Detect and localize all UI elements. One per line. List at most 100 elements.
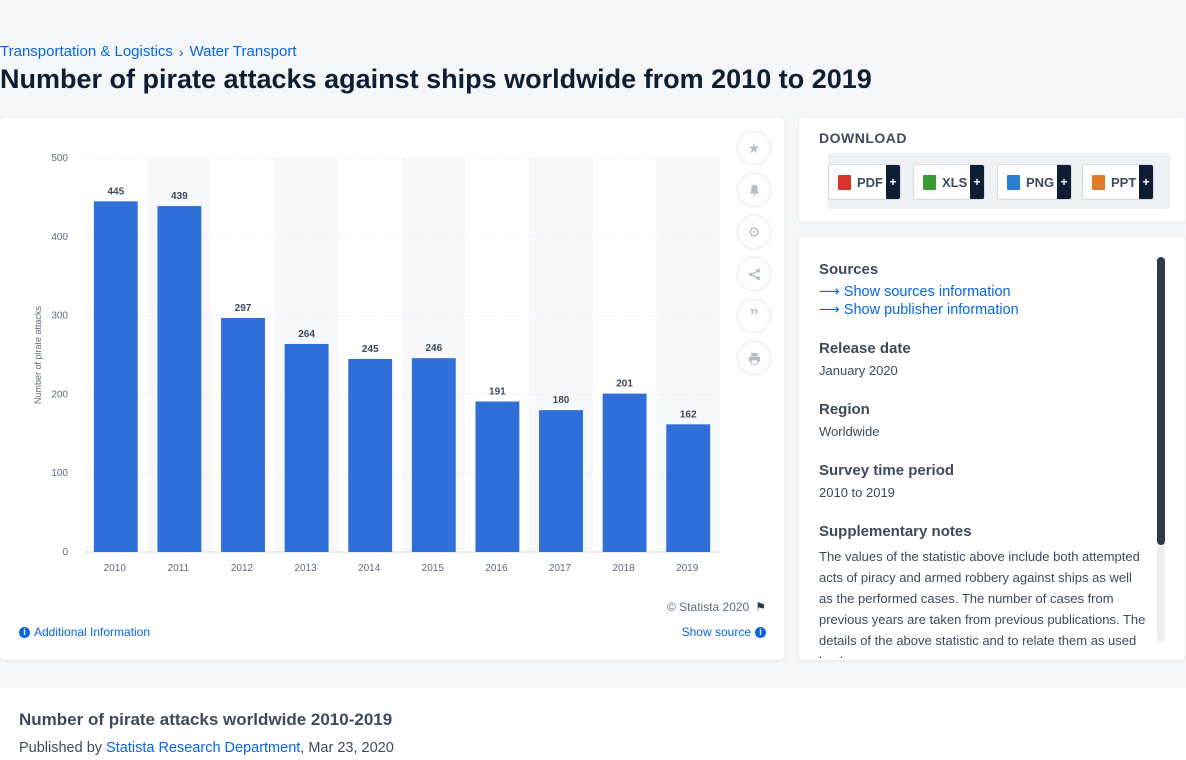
bar [284, 343, 329, 552]
plus-icon: + [886, 165, 900, 199]
plus-icon: + [1139, 165, 1153, 199]
copyright: © Statista 2020 ⚑ [667, 600, 766, 614]
print-icon[interactable] [738, 342, 770, 374]
bar-value-label: 245 [362, 344, 379, 355]
chart-card: 0 100 200 300 400 500 445 439 297 264 245 246 191 18… [0, 118, 784, 660]
pdf-file-icon [838, 174, 851, 190]
breadcrumb-separator: › [178, 43, 184, 60]
copyright-text: © Statista 2020 [667, 600, 750, 614]
page-title: Number of pirate attacks against ships w… [0, 64, 872, 94]
star-icon[interactable]: ★ [738, 132, 770, 164]
show-source-link[interactable]: Show source i [682, 625, 766, 639]
sources-heading: Sources [819, 261, 879, 278]
breadcrumb-parent-link[interactable]: Transportation & Logistics [0, 43, 173, 60]
show-publisher-label: Show publisher information [843, 302, 1019, 318]
x-tick-label: 2015 [422, 563, 445, 574]
bar [411, 358, 456, 552]
y-tick-label: 400 [51, 232, 68, 243]
bar-chart: 0 100 200 300 400 500 445 439 297 264 245 246 191 18… [33, 153, 720, 574]
download-png-label: PNG [1026, 174, 1055, 190]
download-card: DOWNLOAD PDF + XLS + PNG + PPT + [799, 118, 1185, 222]
plus-icon: + [970, 165, 984, 199]
xls-file-icon [923, 174, 936, 190]
png-file-icon [1007, 174, 1020, 190]
x-tick-label: 2013 [294, 563, 317, 574]
bar-value-label: 445 [107, 186, 124, 197]
published-prefix: Published by [19, 740, 103, 756]
bell-icon[interactable] [738, 174, 770, 206]
download-title: DOWNLOAD [819, 130, 907, 146]
info-icon: i [755, 626, 766, 638]
x-tick-label: 2017 [549, 563, 572, 574]
bar-value-label: 191 [489, 386, 506, 397]
x-tick-label: 2010 [104, 563, 127, 574]
statistic-title: Number of pirate attacks worldwide 2010-… [19, 710, 393, 729]
bar-value-label: 297 [235, 303, 252, 314]
download-ppt-button[interactable]: PPT + [1082, 164, 1154, 200]
share-icon[interactable] [738, 258, 770, 290]
x-tick-label: 2011 [168, 563, 190, 574]
ppt-file-icon [1092, 174, 1105, 190]
release-date-heading: Release date [819, 340, 911, 357]
y-tick-label: 0 [62, 547, 68, 558]
bar [539, 410, 583, 552]
download-png-button[interactable]: PNG + [997, 164, 1072, 200]
published-date: , Mar 23, 2020 [300, 740, 394, 756]
bar-value-label: 264 [298, 329, 315, 340]
breadcrumb-current-link[interactable]: Water Transport [189, 43, 297, 60]
author-link[interactable]: Statista Research Department [106, 740, 301, 756]
region-heading: Region [819, 401, 870, 418]
y-axis-label: Number of pirate attacks [33, 305, 43, 404]
bar [93, 201, 138, 552]
breadcrumb: Transportation & Logistics › Water Trans… [0, 43, 297, 60]
download-buttons: PDF + XLS + PNG + PPT + [828, 153, 1170, 209]
info-icon: i [19, 626, 30, 638]
y-tick-label: 300 [51, 311, 68, 322]
survey-period-value: 2010 to 2019 [819, 485, 895, 500]
additional-info-label: Additional Information [34, 625, 151, 639]
bar-value-label: 201 [616, 379, 633, 390]
download-xls-button[interactable]: XLS + [913, 164, 985, 200]
bar-value-label: 246 [425, 343, 442, 354]
flag-icon[interactable]: ⚑ [755, 600, 766, 614]
y-tick-label: 500 [51, 153, 68, 164]
bar [348, 358, 393, 552]
plus-icon: + [1057, 165, 1071, 199]
gear-icon[interactable]: ⚙ [738, 216, 770, 248]
bar [221, 317, 265, 552]
bar [666, 424, 711, 552]
download-pdf-button[interactable]: PDF + [828, 164, 901, 200]
region-value: Worldwide [819, 424, 880, 439]
x-tick-label: 2016 [485, 563, 508, 574]
survey-period-heading: Survey time period [819, 462, 955, 479]
bar-value-label: 439 [171, 191, 188, 202]
show-sources-link[interactable]: ⟶ Show sources information [819, 284, 1149, 300]
y-tick-label: 200 [51, 389, 68, 400]
quote-icon[interactable]: ” [738, 300, 770, 332]
scrollbar-thumb[interactable] [1157, 257, 1165, 545]
x-tick-label: 2019 [676, 563, 699, 574]
download-ppt-label: PPT [1111, 174, 1137, 190]
bar-value-label: 162 [680, 409, 697, 420]
supplementary-notes-heading: Supplementary notes [819, 523, 972, 540]
arrow-right-icon: ⟶ [819, 302, 840, 318]
bar [475, 401, 520, 552]
x-tick-label: 2012 [231, 563, 254, 574]
show-publisher-link[interactable]: ⟶ Show publisher information [819, 302, 1149, 318]
release-date-value: January 2020 [819, 363, 898, 378]
additional-info-link[interactable]: i Additional Information [19, 625, 150, 639]
show-source-label: Show source [681, 625, 751, 639]
bar-value-label: 180 [553, 395, 570, 406]
download-pdf-label: PDF [857, 174, 883, 190]
statistic-info-panel: Sources ⟶ Show sources information ⟶ Sho… [799, 237, 1185, 660]
bar [157, 206, 202, 552]
bar [602, 393, 647, 552]
arrow-right-icon: ⟶ [819, 284, 840, 300]
published-by: Published by Statista Research Departmen… [19, 740, 394, 756]
supplementary-notes-text: The values of the statistic above includ… [819, 549, 1146, 658]
x-tick-label: 2014 [358, 563, 381, 574]
x-tick-label: 2018 [612, 563, 635, 574]
y-tick-label: 100 [51, 468, 68, 479]
bottom-summary: Number of pirate attacks worldwide 2010-… [0, 688, 1186, 760]
chart-tools: ★ ⚙ ” [738, 132, 770, 374]
